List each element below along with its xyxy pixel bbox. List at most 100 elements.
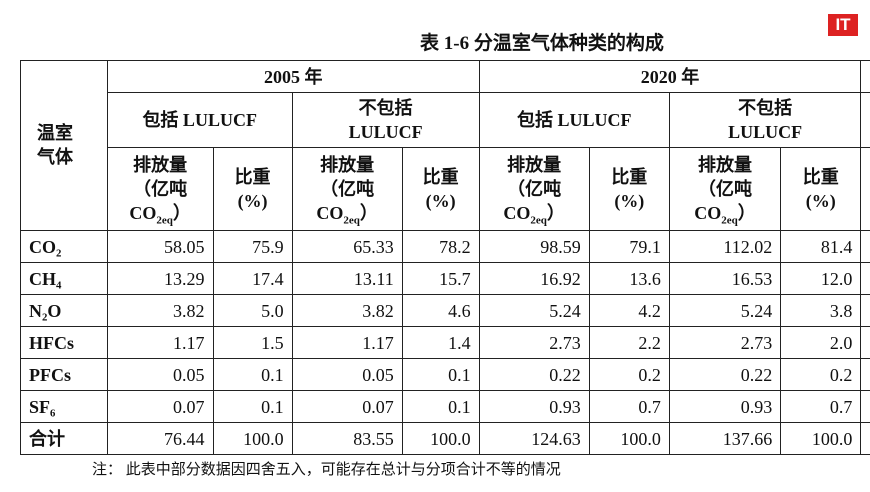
value-cell: 100.0 — [780, 422, 862, 455]
value-cell: 137.66 — [668, 422, 782, 455]
value-cell: 3.8 — [780, 294, 862, 327]
gas-name: 合计 — [20, 422, 108, 455]
header-line: CO2eq） — [480, 201, 589, 226]
value-cell: 0.1 — [401, 358, 480, 391]
header-line: (%) — [237, 191, 268, 211]
value-cell: 0.07 — [106, 390, 214, 423]
value-cell: 5.0 — [212, 294, 293, 327]
value-cell: 83.55 — [291, 422, 403, 455]
formula-base: CO — [694, 203, 722, 223]
header-row: 包括 LULUCF 不包括 LULUCF 包括 LULUCF 不包括 LULUCF 包括 L… — [21, 92, 870, 148]
header-line: （亿吨 — [861, 177, 870, 201]
value-cell: 0.7 — [780, 390, 862, 423]
header-line: 包括 LULUCF — [142, 110, 257, 130]
value-cell: 124.63 — [478, 422, 590, 455]
value-cell: 0.7 — [588, 390, 670, 423]
value-cell: 4.6 — [401, 294, 480, 327]
value-cell: 0.1 — [212, 390, 293, 423]
value-cell: 3.82 — [291, 294, 403, 327]
value-cell: 75.9 — [212, 230, 293, 263]
header-line: LULUCF — [728, 122, 803, 142]
header-line: 比重 — [234, 167, 271, 187]
value-cell: 16.53 — [668, 262, 782, 295]
header-line: 包括 LULUCF — [861, 108, 870, 132]
header-line: 排放量 — [861, 153, 870, 177]
formula-end: ） — [359, 203, 378, 223]
header-line: CO2eq） — [670, 201, 780, 227]
value-cell: 2.73 — [478, 326, 590, 359]
value-cell: 0.23 — [860, 358, 870, 391]
value-cell: 0.22 — [478, 358, 590, 391]
value-cell: 1.03 — [860, 390, 870, 423]
gas-name: CH₄ — [20, 262, 108, 295]
gas-header: 温室 气体 — [20, 60, 108, 231]
value-cell: 0.05 — [106, 358, 214, 391]
value-cell: 3.36 — [860, 326, 870, 359]
value-cell: 58.05 — [106, 230, 214, 263]
gas-name: PFCs — [20, 358, 108, 391]
table-title: 表 1-6 分温室气体种类的构成 — [420, 33, 664, 54]
header-line: (%) — [805, 191, 836, 211]
value-cell: 5.24 — [478, 294, 590, 327]
value-cell: 13.6 — [588, 262, 670, 295]
value-cell: 100.0 — [401, 422, 480, 455]
logo: IT — [828, 14, 858, 36]
data-row: 合计 76.44 100.0 83.55 100.0 124.63 100.0 137.66 1… — [20, 422, 870, 455]
header-line: 温室 — [37, 123, 73, 143]
value-cell: 102.82 — [860, 230, 870, 263]
value-cell: 16.98 — [860, 262, 870, 295]
formula-sub: 2eq — [721, 214, 738, 227]
formula-end: ） — [737, 203, 756, 223]
header-line: (%) — [425, 191, 456, 211]
header-line: 不包括 — [358, 98, 413, 118]
value-cell: 78.2 — [401, 230, 480, 263]
header-line: （亿吨 — [133, 179, 188, 199]
value-cell: 3.82 — [106, 294, 214, 327]
header-line: CO2eq） — [293, 201, 402, 227]
header-line: LULUCF — [348, 122, 423, 142]
header-line: 气体 — [37, 147, 73, 167]
value-cell: 17.4 — [212, 262, 293, 295]
year-header: 2020 年 — [478, 60, 862, 93]
header-line: 比重 — [802, 167, 839, 187]
header-line: （亿吨 — [320, 179, 375, 199]
value-cell: 76.44 — [106, 422, 214, 455]
gas-name: HFCs — [20, 326, 108, 359]
value-cell: 2.73 — [668, 326, 782, 359]
header-line: （亿吨 — [507, 179, 562, 199]
table-wrap: 温室 气体 2005 年 2020 年包括 LULUCF 不包括 LULUCF 包括 LUL… — [20, 60, 870, 460]
share-header: 比重 (%) — [401, 147, 480, 231]
value-cell: 0.22 — [668, 358, 782, 391]
value-cell: 2.2 — [588, 326, 670, 359]
year-header — [860, 60, 870, 93]
group-header: 包括 LULUCF — [478, 92, 670, 148]
value-cell: 81.4 — [780, 230, 862, 263]
formula-base: CO — [129, 203, 157, 223]
value-cell: 1.17 — [106, 326, 214, 359]
value-cell: 0.93 — [668, 390, 782, 423]
formula-base: CO — [503, 203, 531, 223]
header-line: 包括 LULUCF — [516, 110, 632, 130]
header-line: CO2eq） — [108, 201, 213, 227]
header-line: 排放量 — [698, 155, 753, 175]
value-cell: 12.0 — [780, 262, 862, 295]
year-header: 2005 年 — [106, 60, 480, 93]
value-cell: 4.2 — [588, 294, 670, 327]
formula-end: ） — [172, 203, 191, 223]
value-cell: 79.1 — [588, 230, 670, 263]
header-row: 排放量 （亿吨 CO2eq） 比重 (%) 排放量 （亿吨 CO2eq） 比重 (%) 排放量 （亿吨… — [21, 147, 870, 231]
value-cell: 112.02 — [668, 230, 782, 263]
formula-sub: 2eq — [343, 214, 360, 227]
value-cell: 100.0 — [212, 422, 293, 455]
header-line: 比重 — [611, 167, 648, 187]
share-header: 比重 (%) — [780, 147, 862, 231]
formula-sub: 2eq — [156, 214, 173, 227]
share-header: 比重 (%) — [212, 147, 293, 231]
header-line: CO2eq） — [861, 201, 870, 225]
value-cell: 0.1 — [401, 390, 480, 423]
